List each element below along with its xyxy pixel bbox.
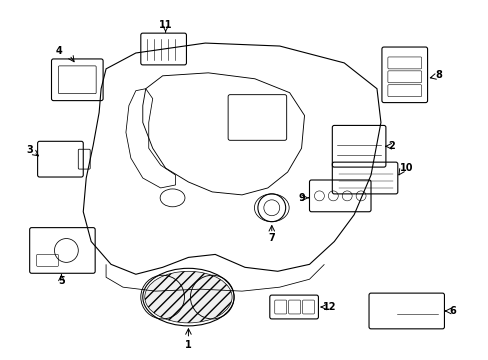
Text: 8: 8 <box>434 70 441 80</box>
Text: 11: 11 <box>159 20 172 30</box>
Text: 4: 4 <box>56 46 62 56</box>
Text: 12: 12 <box>322 302 335 312</box>
Text: 9: 9 <box>298 193 305 203</box>
Ellipse shape <box>144 271 232 323</box>
Text: 10: 10 <box>399 163 413 173</box>
Text: 7: 7 <box>268 233 275 243</box>
Text: 3: 3 <box>26 145 33 155</box>
Text: 2: 2 <box>387 141 394 151</box>
Text: 5: 5 <box>58 276 65 286</box>
Text: 1: 1 <box>184 340 191 350</box>
Text: 6: 6 <box>448 306 455 316</box>
